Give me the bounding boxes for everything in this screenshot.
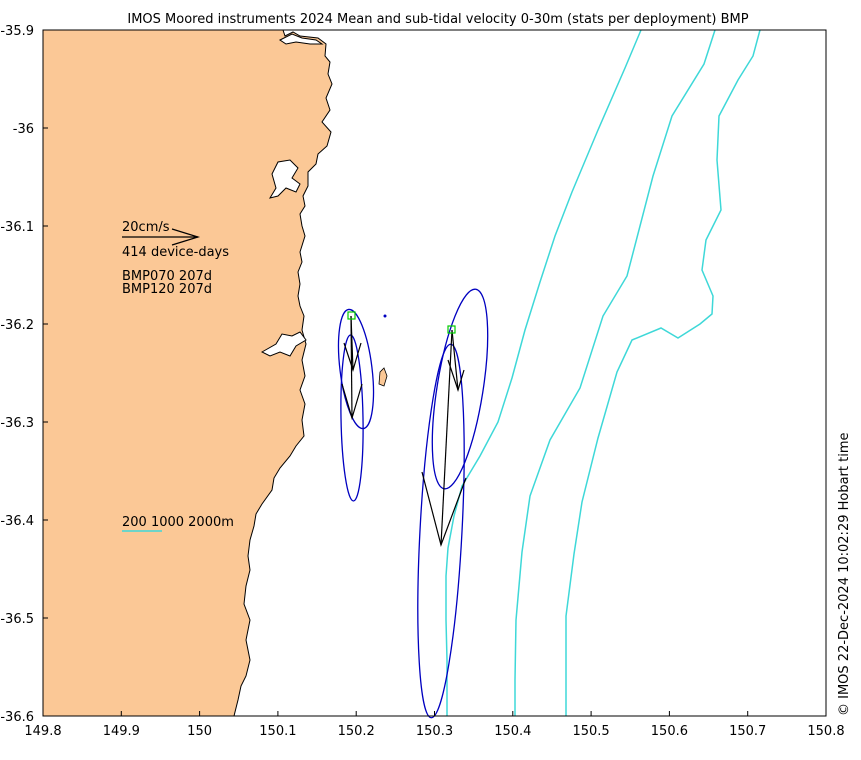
ellipse-bmp120-outer <box>431 288 489 490</box>
x-tick-label: 150.8 <box>807 724 844 739</box>
x-tick-label: 150.2 <box>338 724 375 739</box>
ellipse-bmp070-inner <box>340 334 364 502</box>
instrument-dot <box>383 314 387 318</box>
estuary-south <box>260 331 307 357</box>
deployment-label-2: BMP120 207d <box>122 282 212 297</box>
isobath-1000m <box>514 29 716 716</box>
x-tick-label: 150.4 <box>494 724 531 739</box>
deployment-label-1: BMP070 207d <box>122 269 212 284</box>
estuary-north <box>279 33 324 45</box>
x-tick-label: 150.5 <box>572 724 609 739</box>
y-tick-label: -36.1 <box>0 220 34 235</box>
scale-arrow <box>122 228 201 246</box>
isobath-200m <box>445 29 642 716</box>
y-tick-label: -36.5 <box>0 612 34 627</box>
arrow-bmp070-mean <box>343 315 362 372</box>
x-tick-label: 150.3 <box>416 724 453 739</box>
mooring-marker-bmp070 <box>347 311 356 320</box>
y-tick-label: -36 <box>13 122 34 137</box>
x-tick-label: 150 <box>187 724 212 739</box>
land-mass <box>42 29 333 717</box>
footer-timestamp: © IMOS 22-Dec-2024 10:02:29 Hobart time <box>837 432 852 716</box>
y-tick-label: -36.6 <box>0 710 34 725</box>
y-axis: -35.9 -36 -36.1 -36.2 -36.3 -36.4 -36.5 -36.6 <box>0 24 48 725</box>
y-tick-label: -36.4 <box>0 514 34 529</box>
y-tick-label: -36.2 <box>0 318 34 333</box>
device-days-label: 414 device-days <box>122 245 229 260</box>
isobaths-label: 200 1000 2000m <box>122 515 234 530</box>
ellipse-bmp120-inner <box>417 343 465 719</box>
arrow-bmp070-subtidal <box>341 315 363 421</box>
x-tick-label: 150.7 <box>729 724 766 739</box>
arrow-bmp120-subtidal <box>421 329 467 547</box>
ellipse-bmp070-outer <box>337 308 375 430</box>
x-tick-label: 149.9 <box>103 724 140 739</box>
isobath-2000m <box>565 29 761 716</box>
y-tick-label: -36.3 <box>0 416 34 431</box>
mooring-marker-bmp120 <box>447 325 456 334</box>
x-tick-label: 150.1 <box>259 724 296 739</box>
arrow-bmp120-mean <box>447 329 465 392</box>
estuary-middle <box>268 159 301 199</box>
x-tick-label: 150.6 <box>651 724 688 739</box>
x-axis: 149.8 149.9 150 150.1 150.2 150.3 150.4 150.5 15… <box>24 711 845 739</box>
island <box>378 367 388 387</box>
x-tick-label: 149.8 <box>24 724 61 739</box>
y-tick-label: -35.9 <box>0 24 34 39</box>
scale-label: 20cm/s <box>122 220 170 235</box>
map-title: IMOS Moored instruments 2024 Mean and su… <box>127 12 748 27</box>
